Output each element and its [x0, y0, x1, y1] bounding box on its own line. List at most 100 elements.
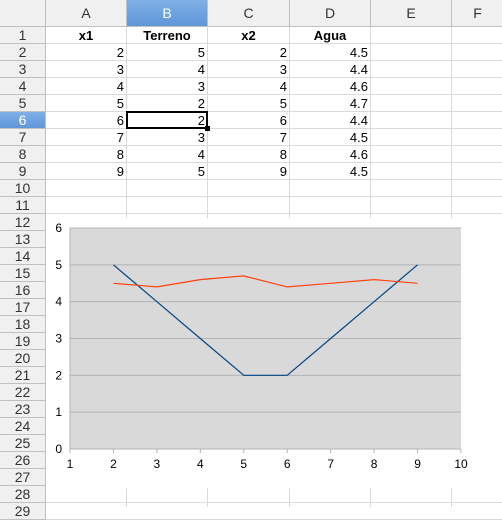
y-tick-label: 1	[55, 405, 62, 419]
header-cell[interactable]: Terreno	[143, 28, 191, 43]
y-tick-label: 2	[55, 368, 62, 382]
row-header-19[interactable]: 19	[0, 333, 46, 350]
data-cell[interactable]: 5	[197, 164, 205, 179]
data-cell[interactable]: 2	[116, 45, 124, 60]
data-cell[interactable]: 5	[116, 96, 124, 111]
data-cell[interactable]: 4.5	[349, 164, 368, 179]
y-tick-label: 4	[55, 295, 62, 309]
row-header-4[interactable]: 4	[0, 78, 46, 95]
column-header-e[interactable]: E	[371, 0, 452, 27]
data-cell[interactable]: 4.5	[349, 45, 368, 60]
column-header-b[interactable]: B	[127, 0, 208, 27]
row-header-21[interactable]: 21	[0, 367, 46, 384]
data-cell[interactable]: 5	[279, 96, 287, 111]
data-cell[interactable]: 8	[116, 147, 124, 162]
data-cell[interactable]: 3	[197, 130, 205, 145]
row-header-18[interactable]: 18	[0, 316, 46, 333]
row-header-22[interactable]: 22	[0, 384, 46, 401]
grid-row-line	[46, 77, 502, 78]
grid-row-line	[46, 179, 502, 180]
row-header-23[interactable]: 23	[0, 401, 46, 418]
data-cell[interactable]: 4.4	[349, 62, 368, 77]
data-cell[interactable]: 7	[279, 130, 287, 145]
data-cell[interactable]: 4.6	[349, 147, 368, 162]
data-cell[interactable]: 3	[197, 79, 205, 94]
row-header-14[interactable]: 14	[0, 248, 46, 265]
data-cell[interactable]: 9	[116, 164, 124, 179]
row-header-3[interactable]: 3	[0, 61, 46, 78]
y-tick-label: 6	[55, 221, 62, 235]
row-header-1[interactable]: 1	[0, 27, 46, 44]
data-cell[interactable]: 9	[279, 164, 287, 179]
data-cell[interactable]: 5	[197, 45, 205, 60]
grid-row-line	[46, 94, 502, 95]
active-cell-cursor	[126, 111, 208, 129]
row-header-26[interactable]: 26	[0, 452, 46, 469]
row-header-28[interactable]: 28	[0, 486, 46, 503]
row-header-17[interactable]: 17	[0, 299, 46, 316]
row-header-25[interactable]: 25	[0, 435, 46, 452]
row-header-11[interactable]: 11	[0, 197, 46, 214]
data-cell[interactable]: 2	[197, 96, 205, 111]
x-tick-label: 1	[67, 457, 74, 471]
data-cell[interactable]: 4.5	[349, 130, 368, 145]
data-cell[interactable]: 3	[116, 62, 124, 77]
row-header-15[interactable]: 15	[0, 265, 46, 282]
row-header-12[interactable]: 12	[0, 214, 46, 231]
header-cell[interactable]: x1	[78, 28, 94, 43]
column-header-f[interactable]: F	[452, 0, 502, 27]
column-header-a[interactable]: A	[46, 0, 127, 27]
x-tick-label: 6	[284, 457, 291, 471]
data-cell[interactable]: 8	[279, 147, 287, 162]
row-header-20[interactable]: 20	[0, 350, 46, 367]
x-tick-label: 7	[327, 457, 334, 471]
fill-handle[interactable]	[205, 126, 210, 131]
data-cell[interactable]: 4	[279, 79, 287, 94]
data-cell[interactable]: 3	[279, 62, 287, 77]
header-cell[interactable]: Agua	[313, 28, 347, 43]
y-tick-label: 5	[55, 258, 62, 272]
row-header-13[interactable]: 13	[0, 231, 46, 248]
row-header-24[interactable]: 24	[0, 418, 46, 435]
row-header-9[interactable]: 9	[0, 163, 46, 180]
grid-row-line	[46, 502, 502, 503]
row-header-29[interactable]: 29	[0, 503, 46, 520]
data-cell[interactable]: 2	[279, 45, 287, 60]
grid-row-line	[46, 196, 502, 197]
x-tick-label: 10	[454, 457, 468, 471]
data-cell[interactable]: 7	[116, 130, 124, 145]
column-header-d[interactable]: D	[290, 0, 371, 27]
row-header-16[interactable]: 16	[0, 282, 46, 299]
row-header-7[interactable]: 7	[0, 129, 46, 146]
grid-row-line	[46, 60, 502, 61]
grid-row-line	[46, 43, 502, 44]
grid-row-line	[46, 162, 502, 163]
data-cell[interactable]: 2	[197, 113, 205, 128]
data-cell[interactable]: 6	[116, 113, 124, 128]
header-cell[interactable]: x2	[241, 28, 256, 43]
row-header-6[interactable]: 6	[0, 112, 46, 129]
x-tick-label: 5	[240, 457, 247, 471]
data-cell[interactable]: 4	[197, 62, 205, 77]
x-tick-label: 3	[154, 457, 161, 471]
row-header-10[interactable]: 10	[0, 180, 46, 197]
row-header-8[interactable]: 8	[0, 146, 46, 163]
data-cell[interactable]: 4.4	[349, 113, 368, 128]
data-cell[interactable]: 6	[279, 113, 287, 128]
row-header-27[interactable]: 27	[0, 469, 46, 486]
x-tick-label: 4	[197, 457, 204, 471]
series-line-1	[113, 264, 418, 376]
x-tick-label: 2	[110, 457, 117, 471]
data-cell[interactable]: 4.6	[349, 79, 368, 94]
row-header-2[interactable]: 2	[0, 44, 46, 61]
data-cell[interactable]: 4	[116, 79, 124, 94]
data-cell[interactable]: 4	[197, 147, 205, 162]
grid-row-line	[46, 111, 502, 112]
grid-row-line	[46, 128, 502, 129]
column-header-c[interactable]: C	[208, 0, 290, 27]
data-cell[interactable]: 4.7	[349, 96, 368, 111]
series-line-2	[113, 275, 418, 288]
row-header-5[interactable]: 5	[0, 95, 46, 112]
select-all-corner[interactable]	[0, 0, 46, 27]
